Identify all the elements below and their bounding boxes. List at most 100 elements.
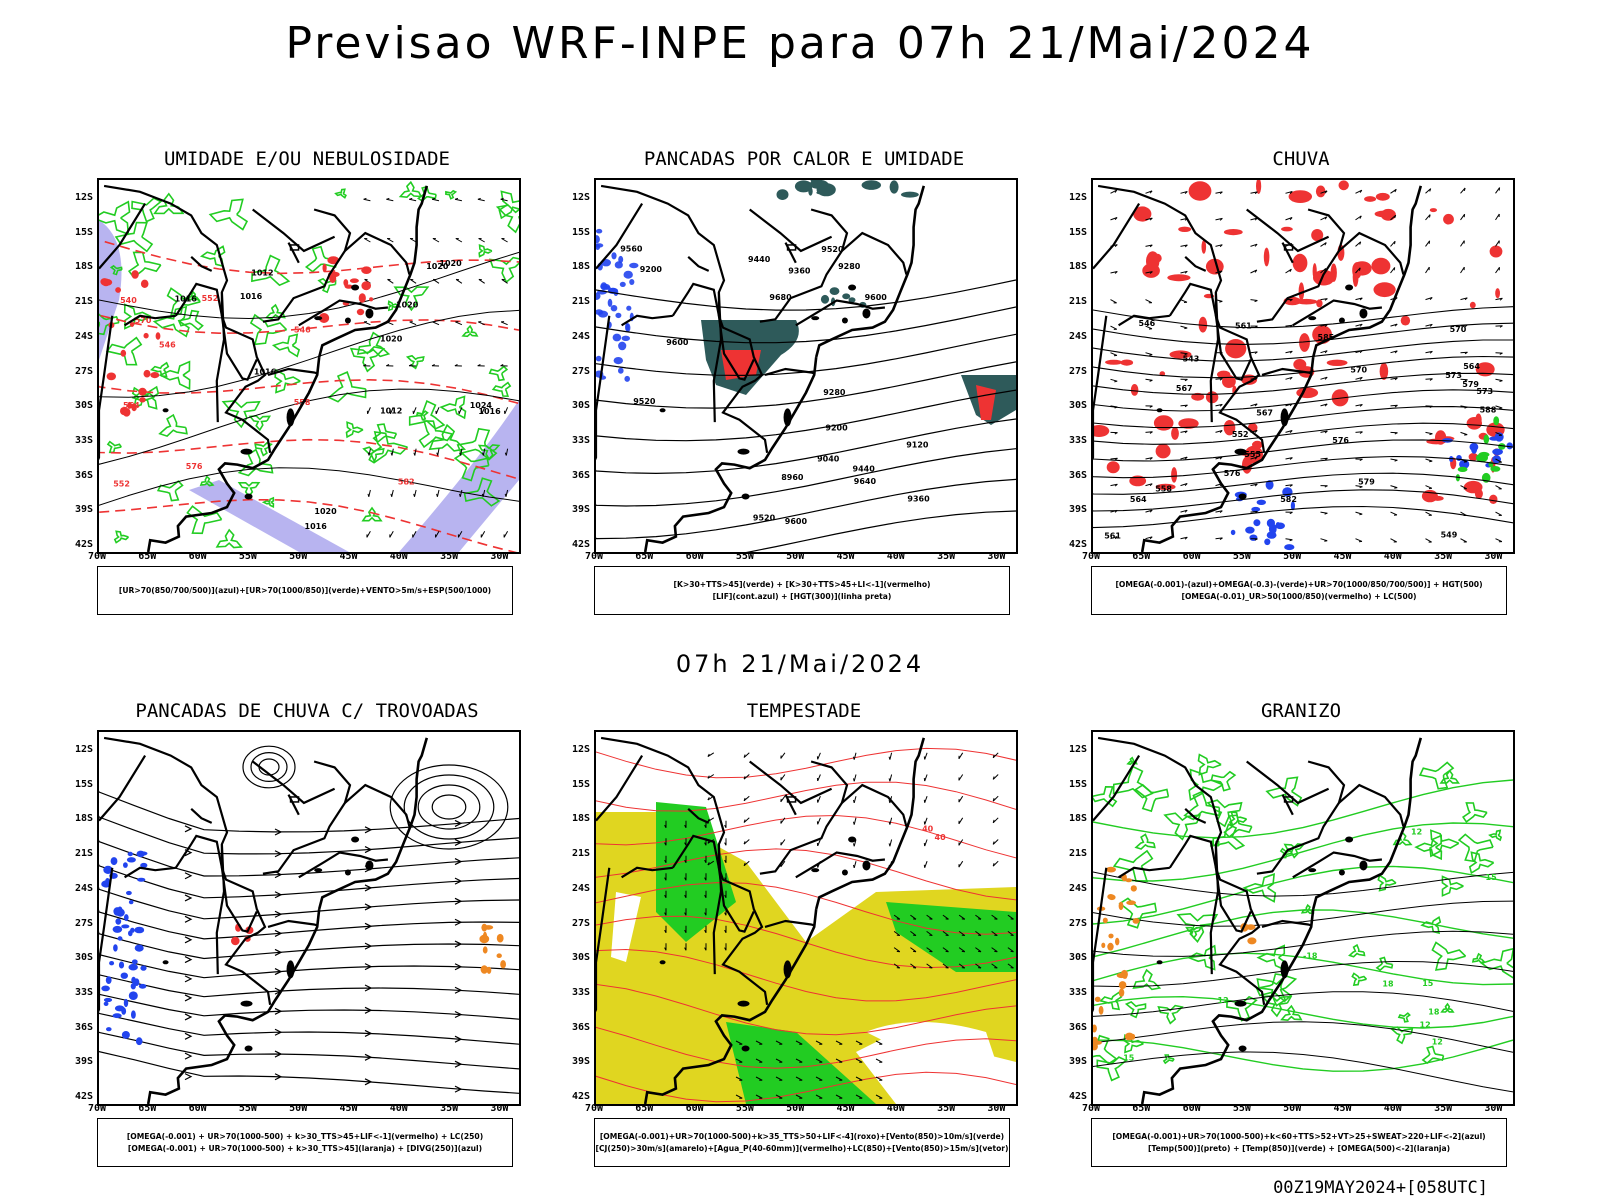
model-run-footer: 00Z19MAY2024+[058UTC] — [1273, 1178, 1488, 1198]
wind-vector — [1460, 297, 1468, 301]
contour-line — [158, 413, 188, 438]
wind-vector-head — [1359, 377, 1363, 380]
border-line — [1118, 866, 1170, 879]
streamline-arrow — [364, 942, 373, 950]
contour-line — [463, 477, 501, 507]
wind-vector — [992, 839, 999, 845]
contour-label: 588 — [1480, 405, 1497, 414]
wind-vector-head — [707, 753, 710, 757]
wind-vector — [1145, 536, 1153, 540]
longitude-tick-label: 70W — [1081, 1103, 1101, 1114]
latitude-tick-label: 36S — [1068, 1021, 1087, 1033]
shaded-area — [1169, 350, 1192, 359]
latitude-tick-label: 27S — [571, 917, 590, 929]
contour-line — [106, 440, 122, 454]
contour-line — [596, 948, 1016, 1002]
border-line — [1261, 919, 1313, 928]
contour-line — [1093, 389, 1513, 412]
contour-line — [127, 251, 162, 279]
longitude-tick-label: 30W — [987, 1103, 1006, 1114]
wind-vector — [1320, 403, 1328, 407]
contour-line — [1093, 455, 1513, 479]
streamline — [99, 790, 519, 833]
wind-vector — [1320, 350, 1328, 354]
shaded-area — [1118, 981, 1127, 990]
shaded-area — [613, 357, 623, 365]
wind-vector — [889, 752, 893, 760]
contour-label: 9680 — [769, 293, 792, 302]
wind-vector-head — [1219, 537, 1223, 541]
latitude-tick-label: 21S — [571, 296, 590, 308]
shaded-area — [496, 953, 502, 958]
contour-label: 543 — [1183, 354, 1200, 363]
wind-vector — [1145, 217, 1153, 221]
wind-vector — [958, 795, 964, 803]
contour-line — [596, 306, 1016, 344]
contour-label: 1020 — [439, 259, 462, 268]
wind-vector — [1285, 350, 1293, 354]
shaded-area — [369, 297, 374, 302]
wind-vector — [460, 448, 463, 456]
wind-vector — [1390, 404, 1398, 407]
wind-vector-head — [888, 799, 891, 804]
lake-mark — [240, 1000, 253, 1007]
map-frame: 9680 9640 9560 9600 9520 9440 9600 9520 9600 9520… — [594, 178, 1018, 554]
wind-vector — [480, 531, 486, 538]
shaded-area — [1364, 196, 1377, 202]
contour-line — [478, 244, 493, 258]
longitude-tick-label: 65W — [635, 1103, 654, 1114]
wind-vector-head — [1464, 379, 1468, 382]
contour-line — [596, 478, 1016, 540]
contour-label: 40 — [935, 833, 947, 842]
contour-line — [596, 418, 1016, 475]
shaded-area — [613, 288, 619, 296]
contour-line — [271, 333, 301, 358]
contour-label: 552 — [113, 480, 130, 489]
border-line — [1209, 292, 1220, 423]
wind-vector — [735, 1094, 743, 1099]
border-line — [687, 807, 710, 824]
lake-mark — [1359, 308, 1368, 319]
wind-vector — [435, 407, 440, 414]
wind-vector-head — [1289, 376, 1293, 380]
contour-line — [491, 381, 512, 398]
latitude-tick-label: 12S — [571, 192, 590, 203]
wind-vector-head — [707, 775, 710, 779]
lc250-streamlines — [99, 745, 519, 1094]
wind-vector — [1425, 297, 1433, 301]
shaded-area — [1373, 282, 1396, 298]
longitude-tick-label: 65W — [138, 1103, 157, 1114]
contour-line — [114, 221, 154, 253]
lake-mark — [841, 869, 848, 876]
longitude-tick-label: 65W — [635, 551, 654, 562]
wind-vector — [363, 321, 371, 326]
wind-vector — [735, 1058, 743, 1063]
wind-vector — [958, 752, 964, 760]
wind-vector-head — [1324, 350, 1328, 354]
wind-vector-head — [408, 364, 413, 367]
wind-vector-head — [1429, 405, 1433, 408]
latitude-tick-label: 27S — [1068, 365, 1087, 377]
wind-vector-head — [1114, 536, 1118, 540]
wind-vector-head — [1219, 430, 1223, 433]
gyre-line — [242, 745, 296, 789]
shaded-area — [1171, 427, 1179, 440]
wind-vector — [775, 1040, 783, 1045]
contour-line — [215, 528, 243, 549]
latitude-tick-label: 15S — [74, 226, 93, 238]
contour-label: 18 — [1382, 980, 1394, 989]
contour-line — [1093, 372, 1513, 395]
wind-vector — [707, 774, 715, 779]
shaded-area — [128, 963, 138, 971]
wind-vector-head — [1394, 377, 1398, 381]
contour-line — [1093, 439, 1513, 462]
shaded-area — [124, 914, 129, 922]
wind-vector — [975, 947, 982, 953]
shaded-area — [1130, 885, 1137, 892]
wind-vector-head — [504, 493, 507, 497]
wind-vector — [1110, 378, 1118, 382]
wind-vector — [1355, 215, 1362, 221]
panel-legend: [OMEGA(-0.001) + UR>70(1000-500) + k>30_… — [97, 1118, 513, 1167]
shaded-area — [1155, 483, 1176, 491]
shaded-area — [776, 189, 789, 200]
